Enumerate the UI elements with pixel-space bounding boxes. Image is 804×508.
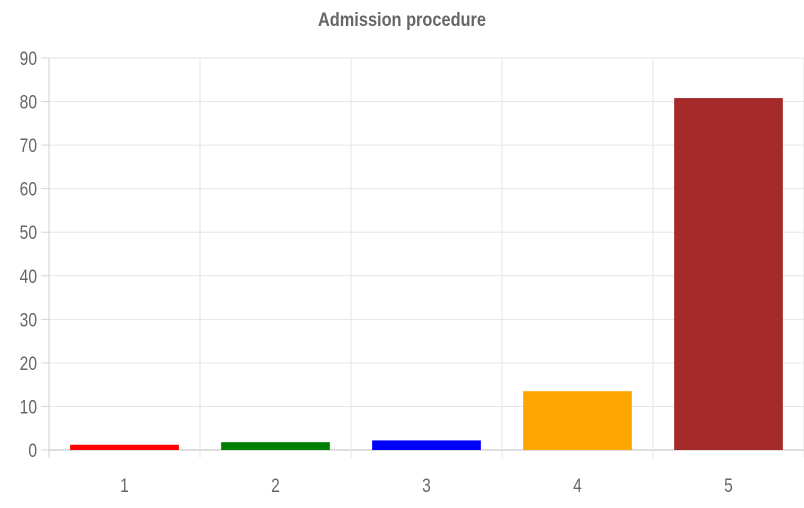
y-tick-label: 40 xyxy=(20,265,37,287)
y-tick-label: 10 xyxy=(20,396,37,418)
bar-1 xyxy=(70,444,179,450)
x-tick-label: 5 xyxy=(724,475,733,497)
bar-5 xyxy=(674,98,783,451)
y-tick-label: 20 xyxy=(20,352,37,374)
bar-2 xyxy=(221,442,330,450)
y-tick-label: 30 xyxy=(20,309,37,331)
y-tick-label: 70 xyxy=(20,135,37,157)
chart-title: Admission procedure xyxy=(318,10,486,31)
y-tick-label: 80 xyxy=(20,91,37,113)
x-tick-label: 4 xyxy=(573,475,582,497)
x-tick-label: 2 xyxy=(271,475,280,497)
y-tick-label: 0 xyxy=(28,440,37,462)
y-tick-label: 90 xyxy=(20,48,37,70)
bar-3 xyxy=(372,440,481,450)
bar-4 xyxy=(523,391,632,450)
y-tick-label: 50 xyxy=(20,222,37,244)
y-tick-label: 60 xyxy=(20,178,37,200)
x-tick-label: 1 xyxy=(120,475,129,497)
x-tick-label: 3 xyxy=(422,475,431,497)
